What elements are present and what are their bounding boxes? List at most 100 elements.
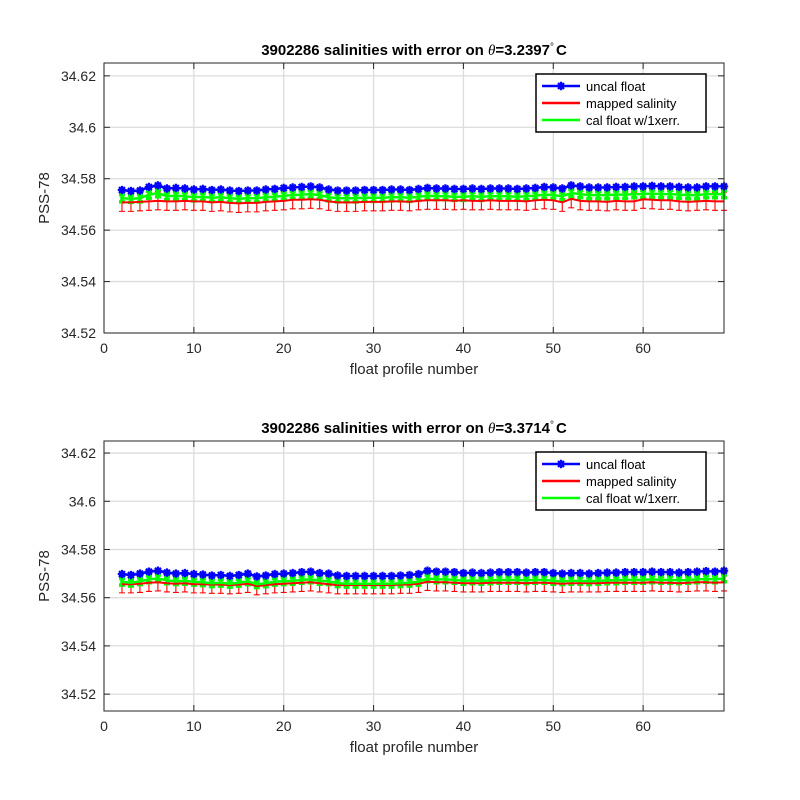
uncal-float-marker [315,183,324,192]
uncal-float-marker [459,184,468,194]
y-axis-label: PSS-78 [36,550,53,602]
uncal-float-marker [261,185,270,194]
uncal-float-marker [216,570,226,580]
chart-title-part-3: =3.2397 [495,42,550,59]
uncal-float-marker [351,186,360,195]
uncal-float-marker [171,569,181,578]
legend-label: cal float w/1xerr. [586,491,680,506]
uncal-float-marker [701,566,711,576]
uncal-float-marker [540,182,549,192]
uncal-float-marker [522,568,531,577]
uncal-float-marker [468,184,477,193]
uncal-float-marker [234,570,243,580]
uncal-float-marker [602,183,612,192]
uncal-float-marker [342,186,351,195]
legend-label: uncal float [586,79,646,94]
uncal-float-marker [144,567,154,576]
x-tick-label: 10 [186,340,202,356]
uncal-float-marker [656,182,666,191]
chart-title-part-5: C [556,420,567,437]
uncal-float-marker [180,184,190,193]
legend-label: mapped salinity [586,96,677,111]
y-tick-label: 34.52 [61,686,96,702]
x-tick-label: 50 [545,340,561,356]
uncal-float-marker [692,183,702,192]
uncal-float-marker [351,571,360,581]
uncal-float-marker [531,567,540,577]
uncal-float-marker [288,568,297,578]
uncal-float-marker [207,185,217,195]
x-tick-label: 30 [366,718,382,734]
uncal-float-marker [522,184,531,193]
uncal-float-marker [405,570,414,580]
uncal-float-marker [216,185,226,194]
uncal-float-marker [495,184,504,193]
uncal-float-marker [225,186,234,195]
uncal-float-marker [162,568,172,577]
uncal-float-marker [656,567,666,577]
uncal-float-marker [297,567,306,577]
uncal-float-marker [611,182,621,192]
uncal-float-marker [315,568,324,578]
x-axis-label: float profile number [350,739,478,756]
uncal-float-marker [647,567,657,576]
uncal-float-marker [306,182,315,191]
chart-1: 0 10 20 30 40 50 60 34.52 34.54 34.56 34.58 34.6 34.… [36,42,729,378]
uncal-float-marker [620,567,630,577]
uncal-float-marker [396,571,405,580]
uncal-float-marker [665,567,675,577]
legend-label: mapped salinity [586,474,677,489]
uncal-float-marker [558,569,567,578]
uncal-float-marker [360,185,369,195]
y-tick-label: 34.62 [61,445,96,461]
uncal-float-marker [423,566,432,575]
uncal-float-marker [513,567,522,577]
uncal-float-marker [369,571,378,581]
uncal-float-marker [414,569,423,579]
uncal-float-marker [432,567,441,576]
chart-title-part-3: =3.3714 [495,420,550,437]
y-tick-label: 34.54 [61,274,96,290]
uncal-float-marker [180,568,190,578]
uncal-float-marker [692,567,702,576]
uncal-float-marker [387,185,396,194]
uncal-float-marker [567,181,576,190]
uncal-float-marker [504,567,513,577]
uncal-float-marker [126,186,136,196]
x-tick-label: 40 [456,340,472,356]
uncal-float-marker [288,183,297,192]
uncal-float-marker [540,567,549,577]
axes-box [103,62,725,334]
uncal-float-marker [450,567,459,577]
uncal-float-marker [531,183,540,193]
uncal-float-marker [638,182,648,191]
uncal-float-marker [243,186,252,195]
uncal-float-marker [396,185,405,194]
uncal-float-marker [665,182,675,191]
uncal-float-marker [279,569,288,578]
uncal-float-marker [189,569,199,579]
uncal-float-marker [360,571,369,581]
chart-title-part-1: 3902286 salinities with error on [261,420,488,437]
uncal-float-marker [261,571,270,580]
uncal-float-marker [576,182,585,191]
chart-2: 0 10 20 30 40 50 60 34.52 34.54 34.56 34.58 34.6 34.… [36,420,729,756]
uncal-float-marker [629,567,639,577]
y-tick-label: 34.6 [69,119,96,135]
legend-marker [556,459,566,469]
uncal-float-marker [207,571,217,580]
uncal-float-marker [450,184,459,194]
uncal-float-marker [441,184,450,193]
uncal-float-marker [135,186,145,195]
uncal-float-marker [171,183,181,193]
uncal-float-marker [189,185,199,194]
y-tick-label: 34.58 [61,541,96,557]
uncal-float-marker [387,571,396,581]
uncal-float-marker [585,569,594,578]
uncal-float-marker [369,185,378,195]
y-tick-label: 34.62 [61,68,96,84]
uncal-float-marker [144,182,154,192]
uncal-float-marker [701,182,711,191]
uncal-float-marker [135,569,145,578]
uncal-float-marker [567,568,576,578]
